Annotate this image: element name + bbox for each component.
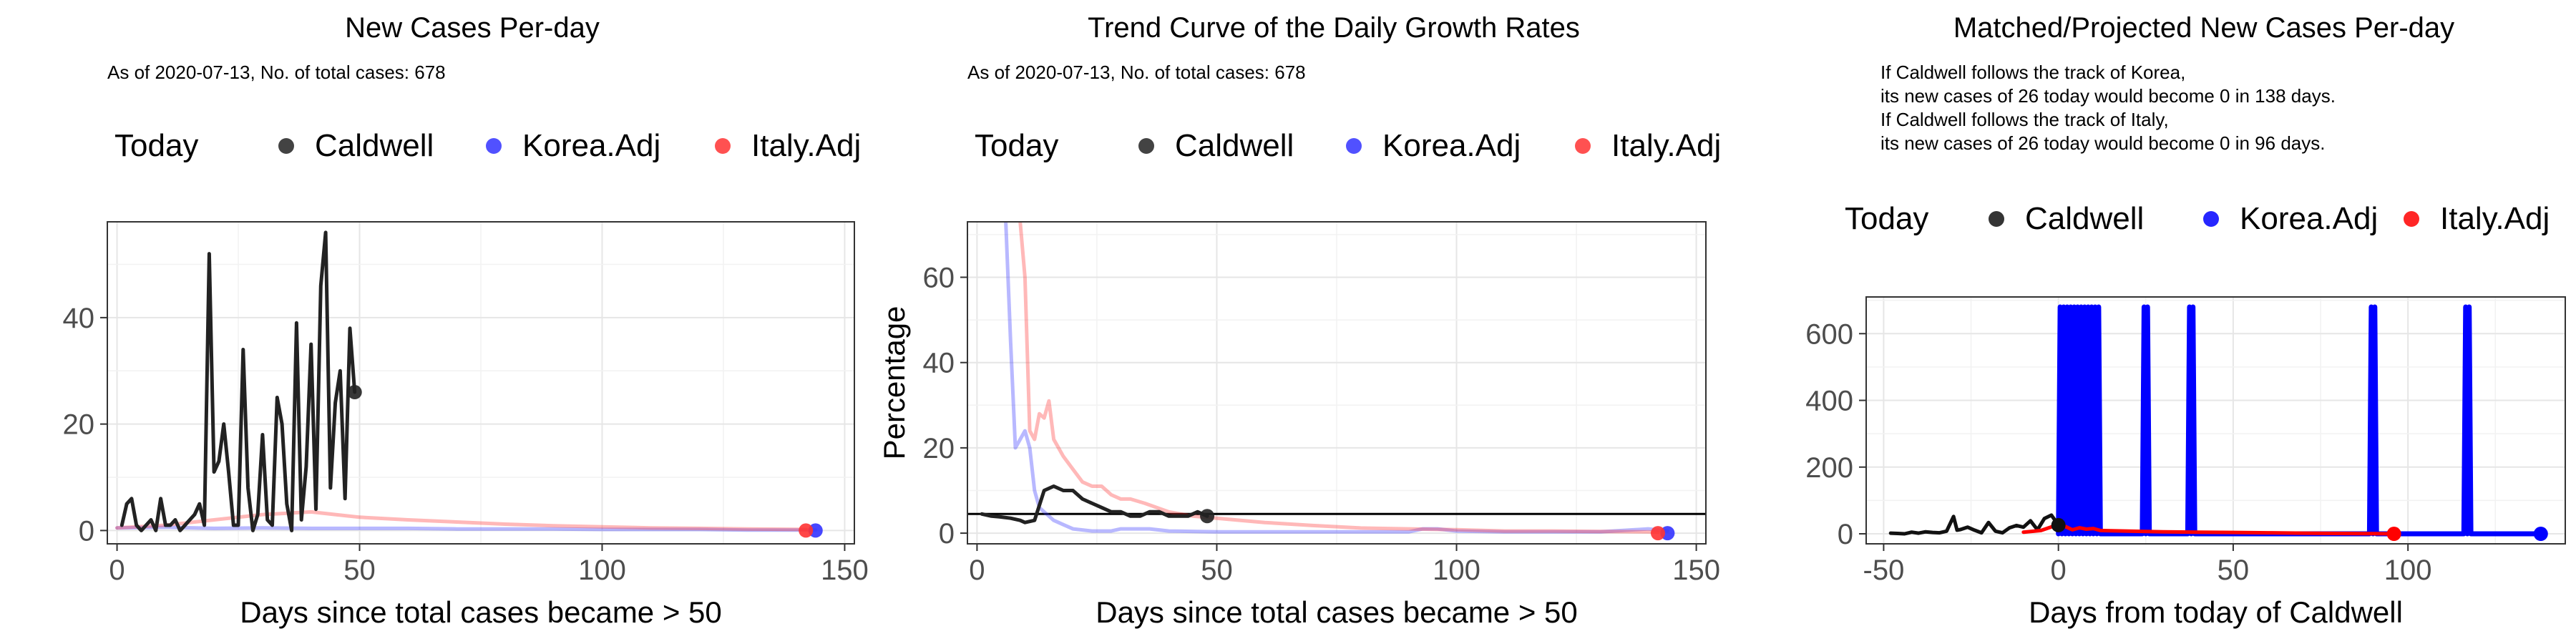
legend-entry: Caldwell — [1175, 128, 1294, 163]
today-point — [799, 523, 814, 538]
series-line-korea-adj — [1004, 222, 1669, 534]
today-point — [2533, 527, 2548, 542]
legend-entry: Korea.Adj — [1382, 128, 1521, 163]
chart-note: its new cases of 26 today would become 0… — [1880, 132, 2325, 154]
y-axis-title: Percentage — [877, 306, 911, 460]
axes: -50 0 50 100 0 200 400 600 — [1805, 318, 2431, 586]
chart-panel-2: Trend Curve of the Daily Growth Rates As … — [877, 12, 1721, 629]
gridlines — [107, 222, 854, 544]
legend-entry: Caldwell — [315, 128, 434, 163]
legend-marker — [1575, 138, 1591, 154]
plot-border — [107, 221, 855, 545]
legend-title: Today — [975, 128, 1058, 163]
x-tick-label: 50 — [1201, 555, 1233, 586]
legend: Today Caldwell Korea.Adj Italy.Adj — [975, 128, 1721, 163]
y-tick-label: 0 — [1838, 519, 1853, 550]
chart-title: Trend Curve of the Daily Growth Rates — [1088, 12, 1580, 44]
legend-entry: Italy.Adj — [2440, 201, 2550, 236]
chart-note: If Caldwell follows the track of Italy, — [1880, 109, 2169, 130]
legend-marker — [1138, 138, 1154, 154]
plot-border — [1865, 296, 2566, 545]
legend-entry: Korea.Adj — [522, 128, 660, 163]
today-point — [1200, 509, 1215, 524]
today-point — [2051, 517, 2066, 532]
y-tick-label: 400 — [1805, 386, 1853, 417]
y-tick-label: 200 — [1805, 452, 1853, 484]
series-line-korea-adj — [115, 525, 818, 532]
legend-entry: Caldwell — [2025, 201, 2144, 236]
legend-entry: Italy.Adj — [1611, 128, 1721, 163]
legend-marker — [2404, 211, 2419, 227]
y-tick-label: 600 — [1805, 318, 1853, 350]
legend-marker — [715, 138, 731, 154]
chart-title: Matched/Projected New Cases Per-day — [1953, 12, 2454, 44]
x-tick-label: -50 — [1863, 555, 1905, 586]
series-group — [980, 222, 1669, 535]
plot-border — [967, 221, 1707, 545]
series-line-italy-adj — [1018, 222, 1660, 535]
chart-note: its new cases of 26 today would become 0… — [1880, 85, 2336, 107]
legend-marker — [486, 138, 502, 154]
legend-marker — [2203, 211, 2219, 227]
series-line-korea-adj — [2056, 304, 2544, 537]
legend-marker — [1989, 211, 2004, 227]
y-tick-label: 0 — [939, 518, 955, 550]
legend-marker — [1346, 138, 1362, 154]
x-axis-title: Days since total cases became > 50 — [240, 595, 722, 629]
x-tick-label: 50 — [343, 555, 376, 586]
series-line-caldwell — [1888, 513, 2061, 536]
x-axis-title: Days from today of Caldwell — [2029, 595, 2403, 629]
today-point — [1650, 526, 1665, 541]
legend: Today Caldwell Korea.Adj Italy.Adj — [114, 128, 861, 163]
legend-entry: Italy.Adj — [751, 128, 861, 163]
x-tick-label: 0 — [969, 555, 985, 586]
x-axis-title: Days since total cases became > 50 — [1096, 595, 1578, 629]
plot-area — [1866, 297, 2565, 544]
legend: Today Caldwell Korea.Adj Italy.Adj — [1845, 201, 2550, 236]
axes: 0 50 100 150 0 20 40 60 — [923, 262, 1720, 586]
chart-title: New Cases Per-day — [345, 12, 600, 44]
x-tick-label: 150 — [1672, 555, 1720, 586]
legend-title: Today — [1845, 201, 1928, 236]
chart-panel-3: Matched/Projected New Cases Per-day If Ca… — [1805, 12, 2566, 629]
series-line-caldwell — [980, 484, 1209, 525]
axes: 0 50 100 150 0 20 40 — [63, 303, 869, 586]
chart-subtitle: As of 2020-07-13, No. of total cases: 67… — [107, 62, 446, 83]
today-point — [347, 385, 362, 400]
chart-subtitle: As of 2020-07-13, No. of total cases: 67… — [967, 62, 1306, 83]
x-tick-label: 50 — [2218, 555, 2250, 586]
chart-note: If Caldwell follows the track of Korea, — [1880, 62, 2185, 83]
gridlines — [967, 222, 1706, 544]
chart-panel-1: New Cases Per-day As of 2020-07-13, No. o… — [63, 12, 869, 629]
series-line-caldwell — [119, 230, 357, 532]
y-tick-label: 40 — [923, 348, 955, 379]
y-tick-label: 20 — [923, 433, 955, 464]
x-tick-label: 150 — [821, 555, 869, 586]
y-tick-label: 60 — [923, 262, 955, 293]
y-tick-label: 20 — [63, 409, 95, 441]
x-tick-label: 100 — [578, 555, 626, 586]
x-tick-label: 0 — [2051, 555, 2067, 586]
x-tick-label: 100 — [2384, 555, 2432, 586]
series-group — [115, 230, 818, 532]
legend-title: Today — [114, 128, 198, 163]
y-tick-label: 0 — [79, 515, 94, 547]
legend-marker — [278, 138, 294, 154]
x-tick-label: 0 — [109, 555, 125, 586]
today-point — [2386, 527, 2401, 542]
legend-entry: Korea.Adj — [2240, 201, 2378, 236]
x-tick-label: 100 — [1433, 555, 1480, 586]
y-tick-label: 40 — [63, 303, 95, 334]
